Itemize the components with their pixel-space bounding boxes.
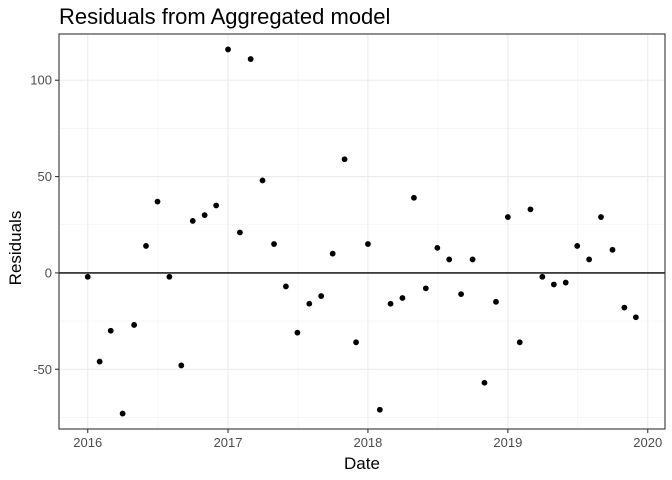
data-point xyxy=(469,256,476,263)
minor-grid xyxy=(59,34,665,429)
data-point xyxy=(294,329,301,336)
data-point xyxy=(516,339,523,346)
data-point xyxy=(341,156,348,163)
y-tick-label: 0 xyxy=(45,265,52,280)
x-tick-label: 2020 xyxy=(633,435,662,450)
x-tick-label: 2016 xyxy=(73,435,102,450)
data-point xyxy=(306,300,313,307)
data-point xyxy=(446,256,453,263)
data-point xyxy=(481,379,488,386)
data-point xyxy=(318,293,325,299)
data-point xyxy=(504,214,511,220)
x-axis-label: Date xyxy=(344,454,380,473)
data-point xyxy=(422,285,429,292)
data-point xyxy=(247,56,254,62)
data-point xyxy=(131,322,138,328)
data-point xyxy=(259,177,266,184)
y-tick-label: 50 xyxy=(38,169,52,184)
data-point xyxy=(550,281,557,288)
y-axis-label: Residuals xyxy=(6,211,25,286)
y-axis-ticks: -50 0 50 100 xyxy=(30,73,59,377)
data-point xyxy=(598,214,604,220)
panel-background xyxy=(59,34,665,429)
plot-area xyxy=(58,33,666,430)
data-point xyxy=(434,244,441,251)
data-point xyxy=(539,273,546,280)
data-point xyxy=(84,273,91,280)
chart-title: Residuals from Aggregated model xyxy=(59,4,390,29)
data-point xyxy=(387,300,394,307)
data-point xyxy=(225,46,231,53)
data-point xyxy=(376,406,383,413)
data-point xyxy=(353,339,359,346)
x-tick-label: 2018 xyxy=(353,435,382,450)
data-point xyxy=(609,246,616,253)
x-axis-ticks: 2016 2017 2018 2019 2020 xyxy=(73,429,662,450)
data-point xyxy=(562,279,569,286)
data-point xyxy=(271,241,277,247)
data-point xyxy=(411,194,417,201)
data-point xyxy=(178,362,185,369)
data-point xyxy=(96,358,103,365)
data-point xyxy=(365,241,371,247)
panel-border xyxy=(58,33,666,430)
data-point xyxy=(493,298,499,305)
data-point xyxy=(119,410,126,417)
data-point xyxy=(201,212,208,219)
data-point xyxy=(399,295,406,301)
data-point xyxy=(621,304,628,311)
y-tick-label: -50 xyxy=(33,362,52,377)
data-point xyxy=(283,283,289,290)
data-points xyxy=(84,46,639,417)
data-point xyxy=(632,314,639,321)
data-point xyxy=(107,327,114,334)
data-point xyxy=(527,206,534,213)
data-point xyxy=(143,243,149,249)
data-point xyxy=(213,202,220,209)
data-point xyxy=(586,256,593,263)
data-point xyxy=(189,218,196,224)
data-point xyxy=(237,229,243,236)
data-point xyxy=(154,198,161,205)
data-point xyxy=(574,243,581,249)
data-point xyxy=(458,291,464,298)
data-point xyxy=(166,273,173,280)
data-point xyxy=(329,250,336,257)
x-tick-label: 2017 xyxy=(214,435,243,450)
x-tick-label: 2019 xyxy=(493,435,522,450)
y-tick-label: 100 xyxy=(30,73,52,88)
